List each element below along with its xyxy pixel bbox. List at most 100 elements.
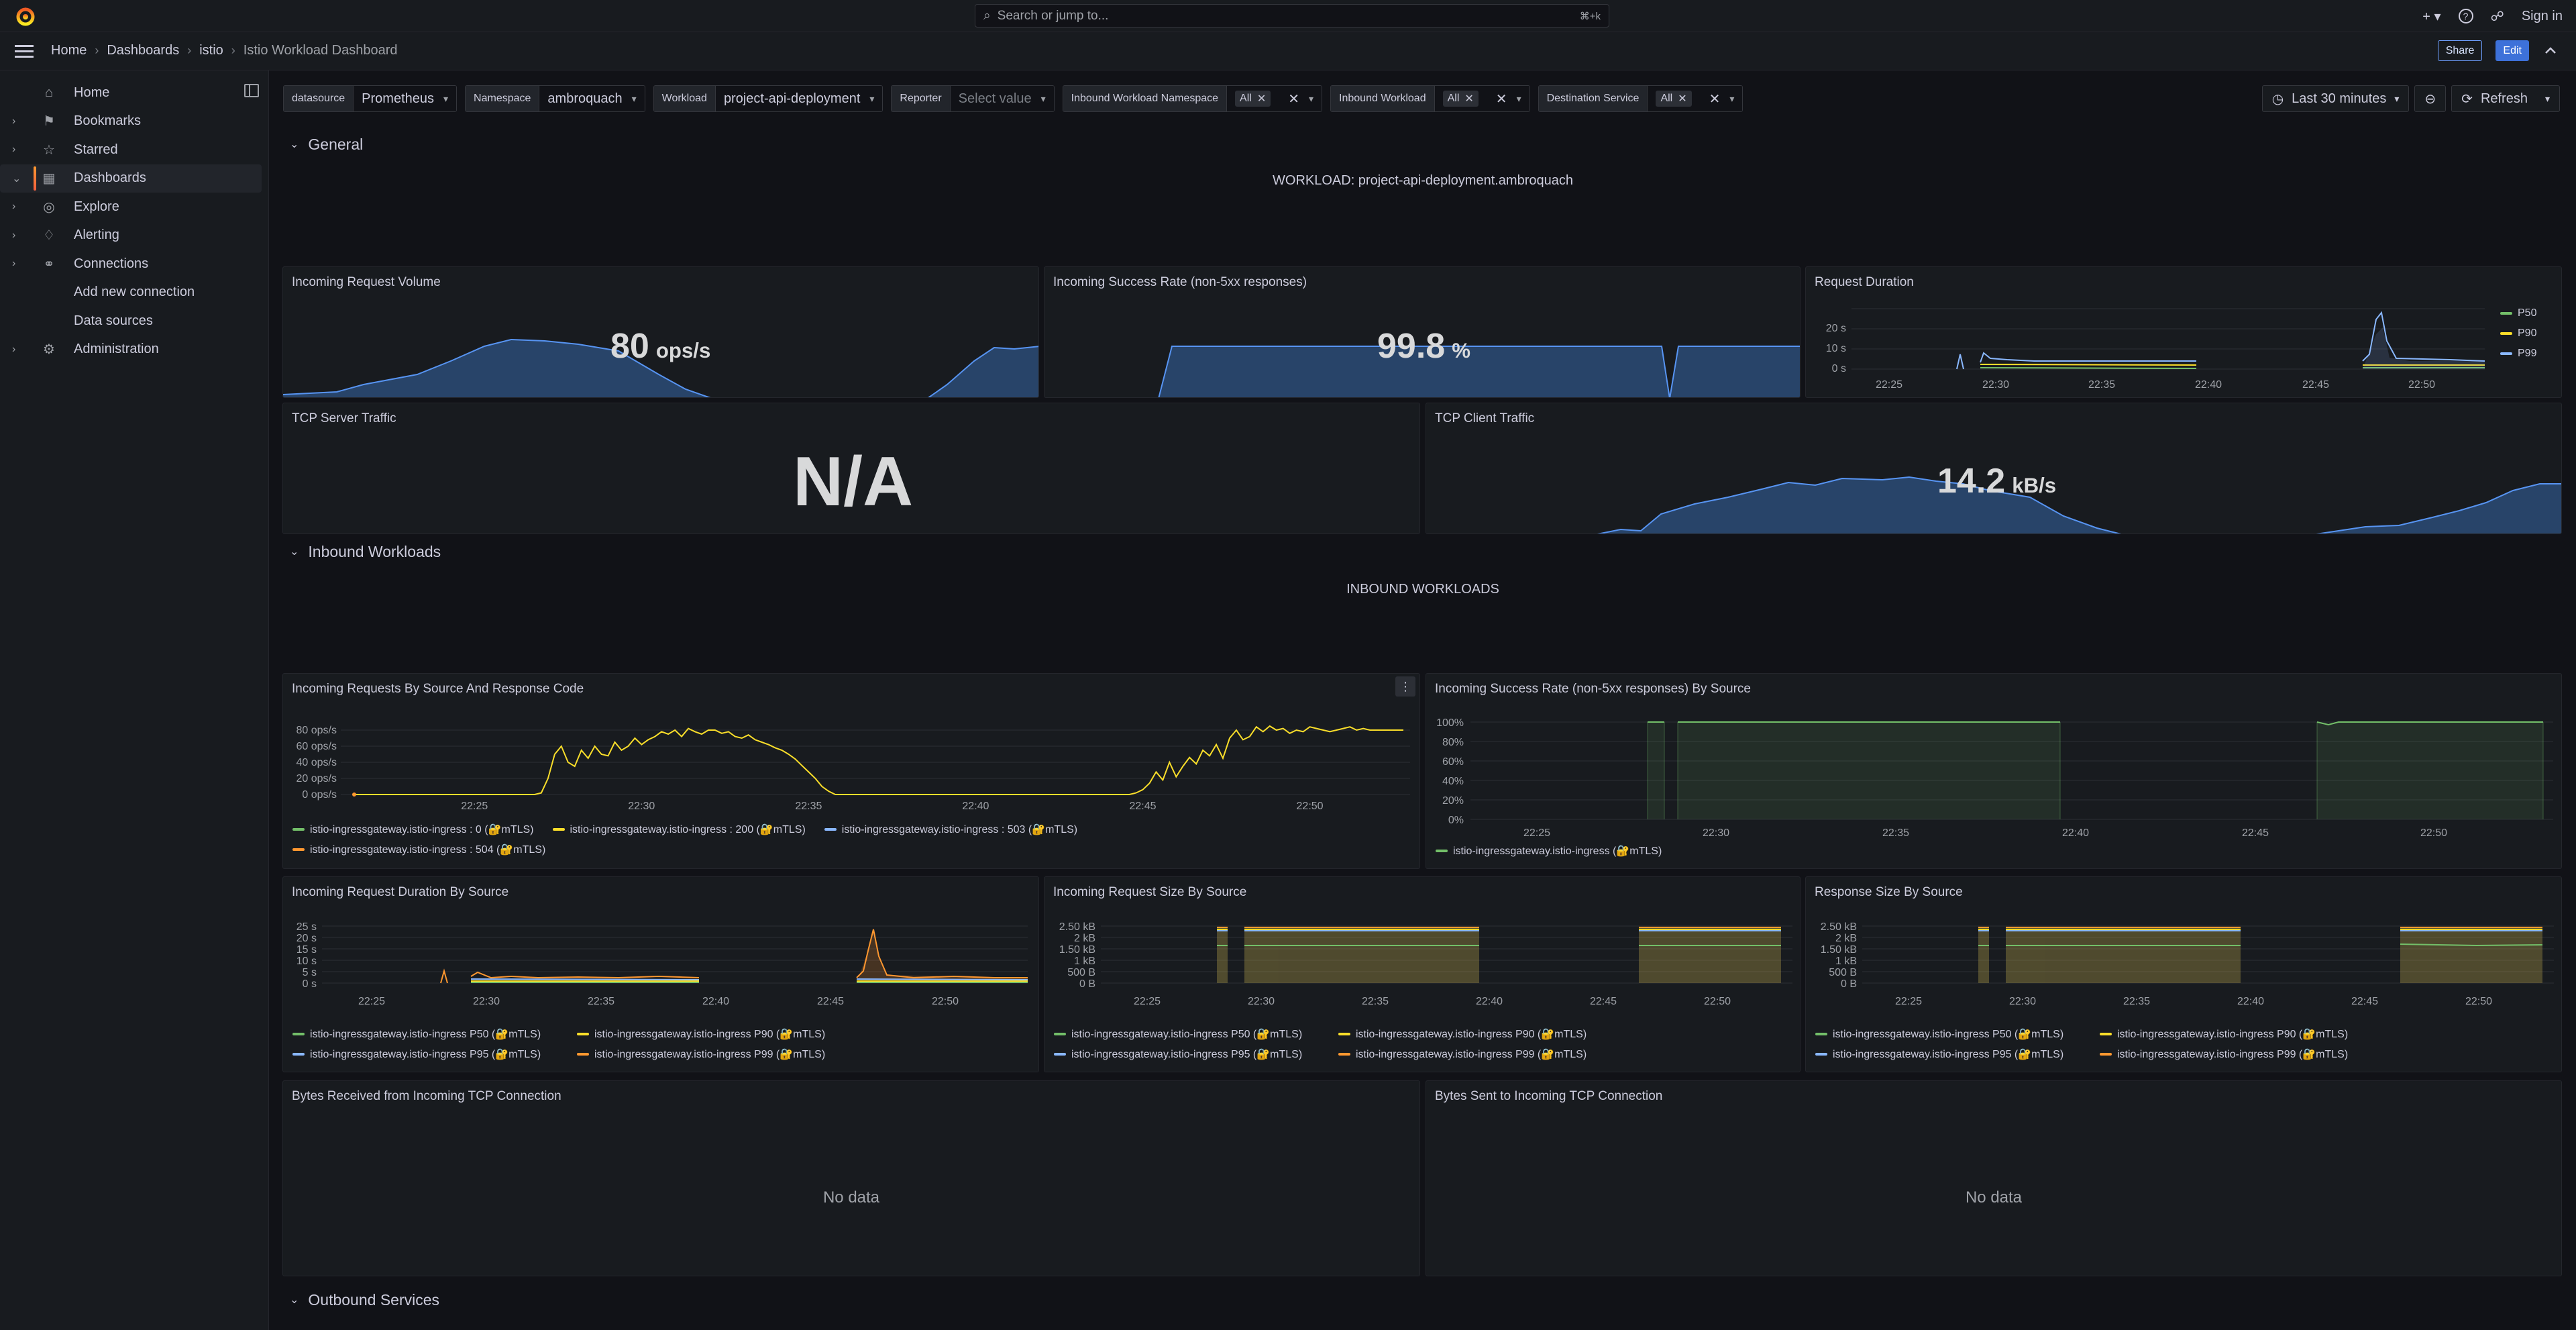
sidebar-item-connections[interactable]: › ⚭ Connections — [0, 250, 262, 278]
legend-item[interactable]: istio-ingressgateway.istio-ingress P90 (… — [577, 1027, 825, 1041]
inbound-workload-select[interactable]: All ✕ ✕ ▾ — [1434, 86, 1529, 111]
panel-bytes-sent[interactable]: Bytes Sent to Incoming TCP Connection No… — [1426, 1080, 2562, 1276]
breadcrumb-home[interactable]: Home — [51, 43, 87, 58]
news-rss-icon[interactable]: ☍ — [2490, 9, 2504, 24]
datasource-select[interactable]: Prometheus ▾ — [354, 86, 457, 111]
legend-item[interactable]: istio-ingressgateway.istio-ingress P95 (… — [1054, 1047, 1329, 1061]
legend-item[interactable]: istio-ingressgateway.istio-ingress P50 (… — [1815, 1027, 2090, 1041]
chevron-right-icon[interactable]: › — [12, 201, 16, 213]
sidebar-item-alerting[interactable]: › ♢ Alerting — [0, 221, 262, 250]
dock-menu-icon[interactable] — [244, 84, 259, 97]
help-icon[interactable]: ? — [2458, 9, 2473, 23]
chevron-right-icon[interactable]: › — [12, 144, 16, 156]
panel-tcp-client-traffic[interactable]: TCP Client Traffic 14.2 kB/s — [1426, 403, 2562, 534]
sidebar-item-bookmarks[interactable]: › ⚑ Bookmarks — [0, 107, 262, 136]
namespace-variable[interactable]: Namespace ambroquach ▾ — [465, 85, 645, 112]
panel-request-size-by-source[interactable]: Incoming Request Size By Source 2.50 kB 2… — [1044, 876, 1801, 1072]
reporter-variable[interactable]: Reporter Select value ▾ — [891, 85, 1055, 112]
legend-item[interactable]: istio-ingressgateway.istio-ingress P50 (… — [292, 1027, 568, 1041]
add-menu-button[interactable]: + ▾ — [2422, 9, 2441, 24]
legend-item[interactable]: P50 — [2500, 307, 2536, 319]
clear-icon[interactable]: ✕ — [1288, 91, 1299, 107]
panel-response-size-by-source[interactable]: Response Size By Source 2.50 kB 2 kB 1.50 … — [1805, 876, 2562, 1072]
grafana-logo-icon[interactable] — [15, 5, 36, 27]
chevron-right-icon[interactable]: › — [12, 343, 16, 355]
workload-variable[interactable]: Workload project-api-deployment ▾ — [653, 85, 883, 112]
duration-line-chart: 25 s20 s15 s10 s5 s0 s 22:25 22:30 22:35 22… — [297, 921, 1028, 1007]
legend-item[interactable]: P99 — [2500, 348, 2536, 360]
chevron-right-icon[interactable]: › — [12, 258, 16, 270]
destination-service-variable[interactable]: Destination Service All ✕ ✕ ▾ — [1538, 85, 1743, 112]
panel-requests-by-source[interactable]: Incoming Requests By Source And Response… — [282, 673, 1420, 869]
value-chip[interactable]: All ✕ — [1235, 91, 1271, 107]
clear-icon[interactable]: ✕ — [1495, 91, 1507, 107]
menu-toggle-icon[interactable] — [15, 43, 34, 59]
remove-icon[interactable]: ✕ — [1256, 93, 1267, 105]
panel-incoming-request-volume[interactable]: Incoming Request Volume 80 ops/s — [282, 266, 1039, 398]
panel-incoming-success-rate[interactable]: Incoming Success Rate (non-5xx responses… — [1044, 266, 1801, 398]
row-outbound-services[interactable]: ⌄ Outbound Services — [290, 1290, 439, 1310]
legend-item[interactable]: istio-ingressgateway.istio-ingress P99 (… — [577, 1047, 825, 1061]
sidebar-item-explore[interactable]: › ◎ Explore — [0, 193, 262, 221]
sidebar-item-add-new-connection[interactable]: Add new connection — [0, 278, 262, 307]
sidebar-item-data-sources[interactable]: Data sources — [0, 307, 262, 336]
datasource-variable[interactable]: datasource Prometheus ▾ — [283, 85, 458, 112]
panel-tcp-server-traffic[interactable]: TCP Server Traffic N/A — [282, 403, 1420, 534]
legend-item[interactable]: istio-ingressgateway.istio-ingress P99 (… — [2100, 1047, 2348, 1061]
legend-item[interactable]: istio-ingressgateway.istio-ingress P95 (… — [1815, 1047, 2090, 1061]
chevron-up-icon[interactable] — [2542, 43, 2559, 59]
sidebar-item-home[interactable]: ⌂ Home — [0, 79, 262, 107]
sidebar-item-dashboards[interactable]: ⌄ ▦ Dashboards — [0, 164, 262, 193]
remove-icon[interactable]: ✕ — [1678, 93, 1687, 105]
panel-bytes-received[interactable]: Bytes Received from Incoming TCP Connect… — [282, 1080, 1420, 1276]
svg-text:0 B: 0 B — [1079, 978, 1095, 990]
inbound-workload-variable[interactable]: Inbound Workload All ✕ ✕ ▾ — [1330, 85, 1530, 112]
chevron-down-icon[interactable]: ⌄ — [12, 172, 21, 185]
sidebar-item-administration[interactable]: › ⚙ Administration — [0, 336, 262, 364]
inbound-namespace-select[interactable]: All ✕ ✕ ▾ — [1227, 86, 1322, 111]
destination-service-select[interactable]: All ✕ ✕ ▾ — [1648, 86, 1743, 111]
legend-item[interactable]: istio-ingressgateway.istio-ingress : 0 (… — [292, 823, 534, 836]
refresh-button[interactable]: ⟳ Refresh ▾ — [2451, 85, 2560, 112]
panel-menu-icon[interactable]: ⋮ — [1395, 676, 1415, 697]
svg-text:1 kB: 1 kB — [1074, 956, 1095, 967]
panel-title: Response Size By Source — [1815, 885, 1963, 899]
share-button[interactable]: Share — [2437, 40, 2483, 61]
edit-button[interactable]: Edit — [2496, 40, 2529, 61]
legend-item[interactable]: istio-ingressgateway.istio-ingress P99 (… — [1338, 1047, 1587, 1061]
svg-text:22:50: 22:50 — [2420, 827, 2447, 839]
panel-duration-by-source[interactable]: Incoming Request Duration By Source 25 s… — [282, 876, 1039, 1072]
row-general[interactable]: ⌄ General — [290, 134, 363, 154]
value-chip[interactable]: All ✕ — [1442, 91, 1479, 107]
legend-item[interactable]: istio-ingressgateway.istio-ingress P95 (… — [292, 1047, 568, 1061]
chevron-right-icon[interactable]: › — [12, 229, 16, 241]
search-input[interactable]: ⌕ Search or jump to... ⌘+k — [975, 4, 1609, 28]
legend-item[interactable]: istio-ingressgateway.istio-ingress : 200… — [552, 823, 806, 836]
clear-icon[interactable]: ✕ — [1709, 91, 1721, 107]
breadcrumb-istio[interactable]: istio — [199, 43, 223, 58]
workload-select[interactable]: project-api-deployment ▾ — [715, 86, 883, 111]
time-range-picker[interactable]: ◷ Last 30 minutes ▾ — [2261, 85, 2410, 112]
zoom-out-button[interactable]: ⊖ — [2414, 85, 2447, 112]
reporter-select[interactable]: Select value ▾ — [950, 86, 1054, 111]
inbound-namespace-variable[interactable]: Inbound Workload Namespace All ✕ ✕ ▾ — [1062, 85, 1323, 112]
sidebar-item-starred[interactable]: › ☆ Starred — [0, 136, 262, 164]
legend-item[interactable]: P90 — [2500, 327, 2536, 340]
sign-in-link[interactable]: Sign in — [2521, 8, 2563, 23]
chevron-right-icon[interactable]: › — [12, 115, 16, 127]
namespace-select[interactable]: ambroquach ▾ — [539, 86, 645, 111]
value-chip[interactable]: All ✕ — [1656, 91, 1692, 107]
legend-item[interactable]: istio-ingressgateway.istio-ingress (🔐mTL… — [1436, 844, 1662, 858]
legend-item[interactable]: istio-ingressgateway.istio-ingress P50 (… — [1054, 1027, 1329, 1041]
legend-item[interactable]: istio-ingressgateway.istio-ingress : 504… — [292, 843, 1366, 856]
remove-icon[interactable]: ✕ — [1464, 93, 1474, 105]
row-inbound-workloads[interactable]: ⌄ Inbound Workloads — [290, 542, 441, 562]
series-line — [354, 725, 1403, 795]
legend-item[interactable]: istio-ingressgateway.istio-ingress P90 (… — [1338, 1027, 1587, 1041]
panel-success-by-source[interactable]: Incoming Success Rate (non-5xx responses… — [1426, 673, 2562, 869]
legend-item[interactable]: istio-ingressgateway.istio-ingress : 503… — [824, 823, 1077, 836]
legend-item[interactable]: istio-ingressgateway.istio-ingress P90 (… — [2100, 1027, 2348, 1041]
breadcrumb-dashboards[interactable]: Dashboards — [107, 43, 180, 58]
chart-legend: P50 P90 P99 — [2500, 307, 2536, 360]
